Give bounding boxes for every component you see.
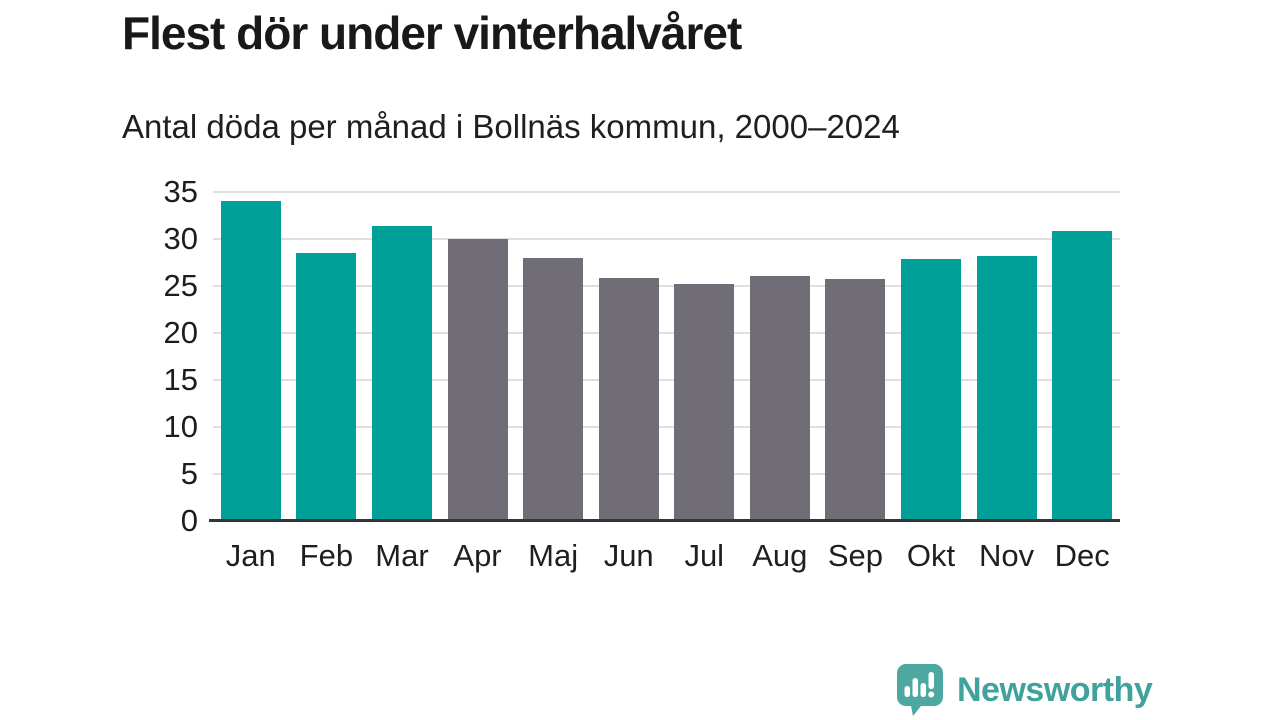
- bar-feb: [296, 253, 357, 521]
- bar-dec: [1052, 231, 1113, 521]
- bar-slot-jan: [213, 192, 289, 521]
- gridline-15: [213, 379, 1120, 381]
- y-tick-label-30: 30: [163, 221, 198, 256]
- x-tick-label-sep: Sep: [827, 538, 883, 573]
- bar-okt: [900, 258, 961, 521]
- x-tick-label-apr: Apr: [453, 538, 502, 573]
- gridline-20: [213, 332, 1120, 334]
- x-tick-label-jul: Jul: [684, 538, 725, 573]
- newsworthy-bar-chart-bubble-icon: [897, 664, 943, 716]
- bar-slot-apr: [440, 192, 516, 521]
- bar-sep: [825, 279, 886, 521]
- y-tick-label-35: 35: [163, 174, 198, 209]
- y-axis-tick-labels: 0 5 10 15 20 25 30 35: [0, 174, 198, 538]
- x-tick-label-jan: Jan: [225, 538, 276, 573]
- gridline-35: [213, 191, 1120, 193]
- x-tick-label-dec: Dec: [1054, 538, 1110, 573]
- bar-slot-jul: [666, 192, 742, 521]
- x-tick-label-jun: Jun: [603, 538, 654, 573]
- x-axis-tick-labels: Jan Feb Mar Apr Maj Jun Jul Aug Sep Okt Nov Dec: [213, 538, 1120, 574]
- bar-jan: [220, 201, 281, 521]
- y-tick-label-5: 5: [180, 456, 198, 491]
- x-axis-line: [209, 519, 1120, 522]
- x-tick-label-aug: Aug: [752, 538, 808, 573]
- y-tick-label-15: 15: [163, 362, 198, 397]
- bar-aug: [749, 275, 810, 521]
- bar-apr: [447, 239, 508, 521]
- x-tick-label-nov: Nov: [979, 538, 1035, 573]
- x-tick-label-mar: Mar: [375, 538, 429, 573]
- y-tick-label-0: 0: [180, 503, 198, 538]
- bar-slot-okt: [893, 192, 969, 521]
- bar-slot-sep: [818, 192, 894, 521]
- bar-slot-maj: [515, 192, 591, 521]
- gridline-10: [213, 426, 1120, 428]
- gridline-30: [213, 238, 1120, 240]
- chart-subtitle: Antal döda per månad i Bollnäs kommun, 2…: [122, 108, 900, 145]
- gridline-5: [213, 473, 1120, 475]
- bar-series: [213, 192, 1120, 521]
- bar-slot-feb: [289, 192, 365, 521]
- bar-slot-mar: [364, 192, 440, 521]
- y-tick-label-25: 25: [163, 268, 198, 303]
- gridline-25: [213, 285, 1120, 287]
- bar-jul: [674, 284, 735, 521]
- x-tick-label-okt: Okt: [906, 538, 956, 573]
- x-tick-label-feb: Feb: [299, 538, 354, 573]
- bar-slot-nov: [969, 192, 1045, 521]
- bar-slot-jun: [591, 192, 667, 521]
- bar-maj: [523, 257, 584, 521]
- y-tick-label-10: 10: [163, 409, 198, 444]
- bar-nov: [976, 255, 1037, 521]
- plot-area: [209, 191, 1120, 522]
- y-tick-label-20: 20: [163, 315, 198, 350]
- bar-slot-dec: [1044, 192, 1120, 521]
- bar-mar: [371, 225, 432, 521]
- x-tick-label-maj: Maj: [528, 538, 579, 573]
- brand-name-text: Newsworthy: [957, 670, 1153, 709]
- bar-slot-aug: [742, 192, 818, 521]
- chart-title: Flest dör under vinterhalvåret: [122, 7, 742, 59]
- bar-jun: [598, 277, 659, 521]
- branding-logo: Newsworthy: [895, 662, 1153, 718]
